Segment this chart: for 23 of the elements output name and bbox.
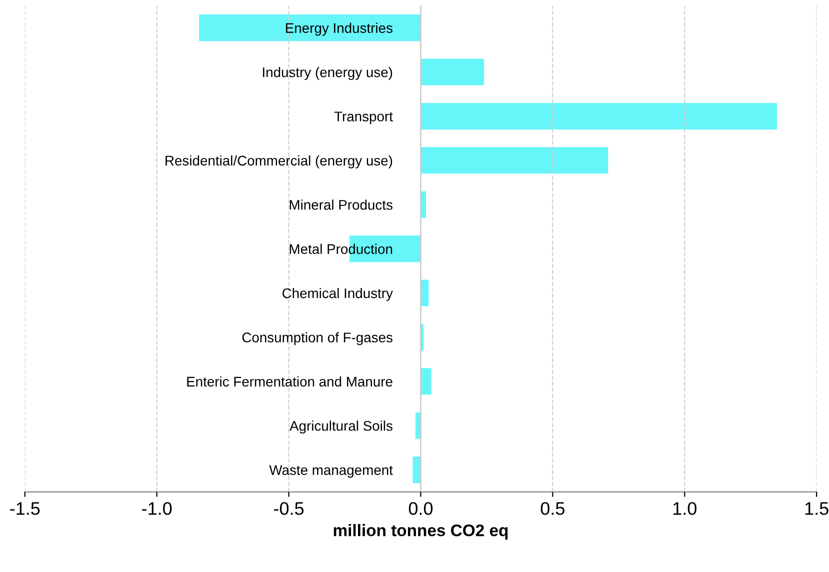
bar (420, 368, 432, 395)
y-tick-label: Agricultural Soils (290, 420, 392, 434)
bar (199, 14, 421, 42)
y-tick-label: Chemical Industry (282, 288, 393, 301)
y-tick-label: Residential/Commercial (energy use) (166, 155, 392, 168)
bar (420, 147, 608, 174)
y-tick-label: Transport (334, 112, 393, 124)
x-tick-label: 0.5 (540, 502, 564, 515)
x-tick-label: -1.0 (142, 502, 172, 515)
x-tick-label: 1.0 (673, 502, 696, 515)
y-tick-label: Mineral Products (290, 200, 392, 210)
x-tick-label: 0.0 (408, 502, 433, 515)
x-tick-label: 1.5 (805, 502, 828, 515)
x-tick-label: -1.5 (10, 502, 40, 515)
y-tick-label: Consumption of F-gases (242, 332, 392, 346)
y-tick-label: Waste management (269, 465, 393, 478)
bar (420, 58, 484, 86)
y-tick-label: Energy Industries (286, 22, 392, 36)
y-tick-label: Industry (energy use) (263, 66, 392, 80)
bar (420, 102, 777, 130)
y-tick-label: Enteric Fermentation and Manure (187, 376, 392, 387)
x-tick-label: -0.5 (274, 502, 304, 515)
x-axis-title: million tonnes CO2 eq (334, 524, 508, 540)
